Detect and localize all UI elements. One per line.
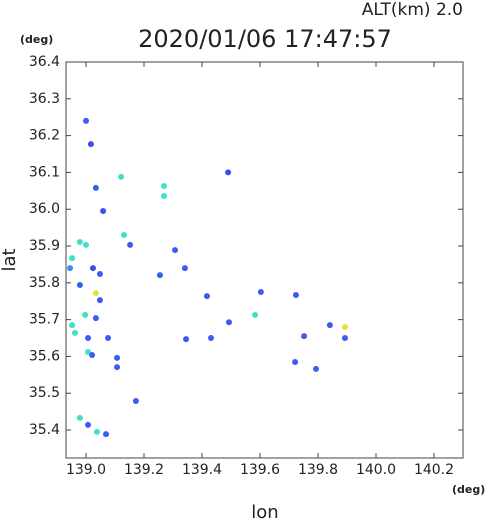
echo-point: [105, 335, 112, 342]
echo-point: [252, 311, 259, 318]
y-tick-label: 36.4: [29, 54, 60, 70]
echo-point: [92, 290, 99, 297]
echo-point: [127, 241, 134, 248]
y-tick-label: 36.1: [29, 164, 60, 180]
echo-point: [114, 364, 121, 371]
x-tick-label: 139.8: [298, 462, 338, 478]
y-tick-label: 35.9: [29, 238, 60, 254]
echo-point: [96, 297, 103, 304]
echo-point: [326, 322, 333, 329]
echo-point: [89, 351, 96, 358]
echo-point: [181, 265, 188, 272]
echo-point: [341, 335, 348, 342]
x-tick-label: 140.0: [356, 462, 396, 478]
echo-point: [114, 354, 121, 361]
echo-point: [225, 319, 232, 326]
echo-point: [69, 255, 76, 262]
echo-point: [76, 414, 83, 421]
echo-point: [161, 192, 168, 199]
x-axis-label: lon: [251, 502, 278, 521]
x-tick-label: 139.6: [240, 462, 280, 478]
echo-point: [85, 335, 92, 342]
echo-point: [69, 322, 76, 329]
y-tick-label: 36.3: [29, 91, 60, 107]
echo-point: [96, 270, 103, 277]
echo-point: [100, 208, 107, 215]
echo-point: [301, 333, 308, 340]
x-tick-label: 139.0: [66, 462, 106, 478]
echo-point: [92, 315, 99, 322]
y-tick-label: 35.4: [29, 422, 60, 438]
echo-point: [87, 141, 94, 148]
echo-point: [76, 282, 83, 289]
y-tick-label: 35.6: [29, 348, 60, 364]
echo-point: [225, 169, 232, 176]
echo-point: [292, 358, 299, 365]
y-tick-label: 35.5: [29, 385, 60, 401]
plot-frame: [65, 61, 464, 459]
echo-point: [89, 265, 96, 272]
x-tick-label: 139.4: [182, 462, 222, 478]
echo-point: [161, 183, 168, 190]
echo-point: [67, 265, 74, 272]
chart-title: 2020/01/06 17:47:57: [138, 25, 392, 53]
x-unit: (deg): [452, 483, 485, 496]
echo-point: [132, 397, 139, 404]
y-axis-label: lat: [0, 248, 20, 271]
echo-point: [312, 365, 319, 372]
echo-point: [103, 431, 110, 438]
echo-point: [257, 289, 264, 296]
echo-point: [172, 247, 179, 254]
echo-point: [94, 428, 101, 435]
echo-point: [183, 336, 190, 343]
echo-point: [92, 184, 99, 191]
altitude-label: ALT(km) 2.0: [362, 0, 463, 20]
echo-point: [203, 293, 210, 300]
y-tick-label: 35.8: [29, 275, 60, 291]
echo-point: [76, 238, 83, 245]
echo-point: [82, 311, 89, 318]
echo-point: [292, 291, 299, 298]
echo-point: [71, 329, 78, 336]
echo-point: [83, 241, 90, 248]
y-tick-label: 35.7: [29, 312, 60, 328]
echo-point: [341, 323, 348, 330]
x-tick-label: 139.2: [124, 462, 164, 478]
echo-point: [83, 117, 90, 124]
x-tick-label: 140.2: [414, 462, 454, 478]
echo-point: [85, 421, 92, 428]
echo-point: [120, 231, 127, 238]
echo-point: [207, 335, 214, 342]
echo-point: [118, 173, 125, 180]
y-tick-label: 36.0: [29, 201, 60, 217]
y-tick-label: 36.2: [29, 128, 60, 144]
echo-point: [156, 272, 163, 279]
y-unit: (deg): [20, 33, 53, 46]
